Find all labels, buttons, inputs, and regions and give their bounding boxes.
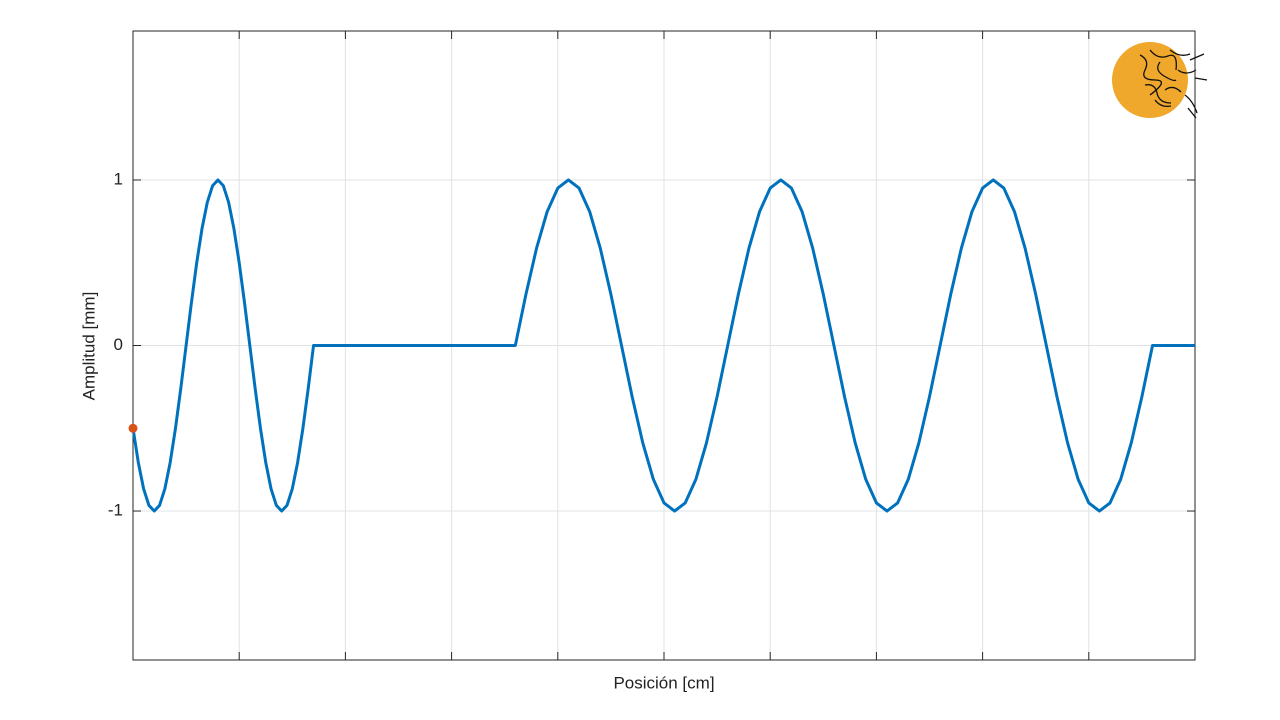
y-tick-label: 0 bbox=[114, 335, 123, 354]
x-axis-label: Posición [cm] bbox=[613, 673, 714, 692]
y-axis-label: Amplitud [mm] bbox=[79, 292, 98, 401]
y-tick-label: 1 bbox=[114, 169, 123, 188]
logo bbox=[1112, 42, 1208, 119]
data-line bbox=[131, 178, 1195, 513]
grid-layer bbox=[132, 31, 1196, 660]
position-marker bbox=[128, 423, 138, 433]
logo-pattern bbox=[1139, 49, 1208, 119]
y-tick-label: -1 bbox=[108, 501, 123, 520]
plot-layer: -1 0 1 bbox=[108, 169, 1195, 520]
